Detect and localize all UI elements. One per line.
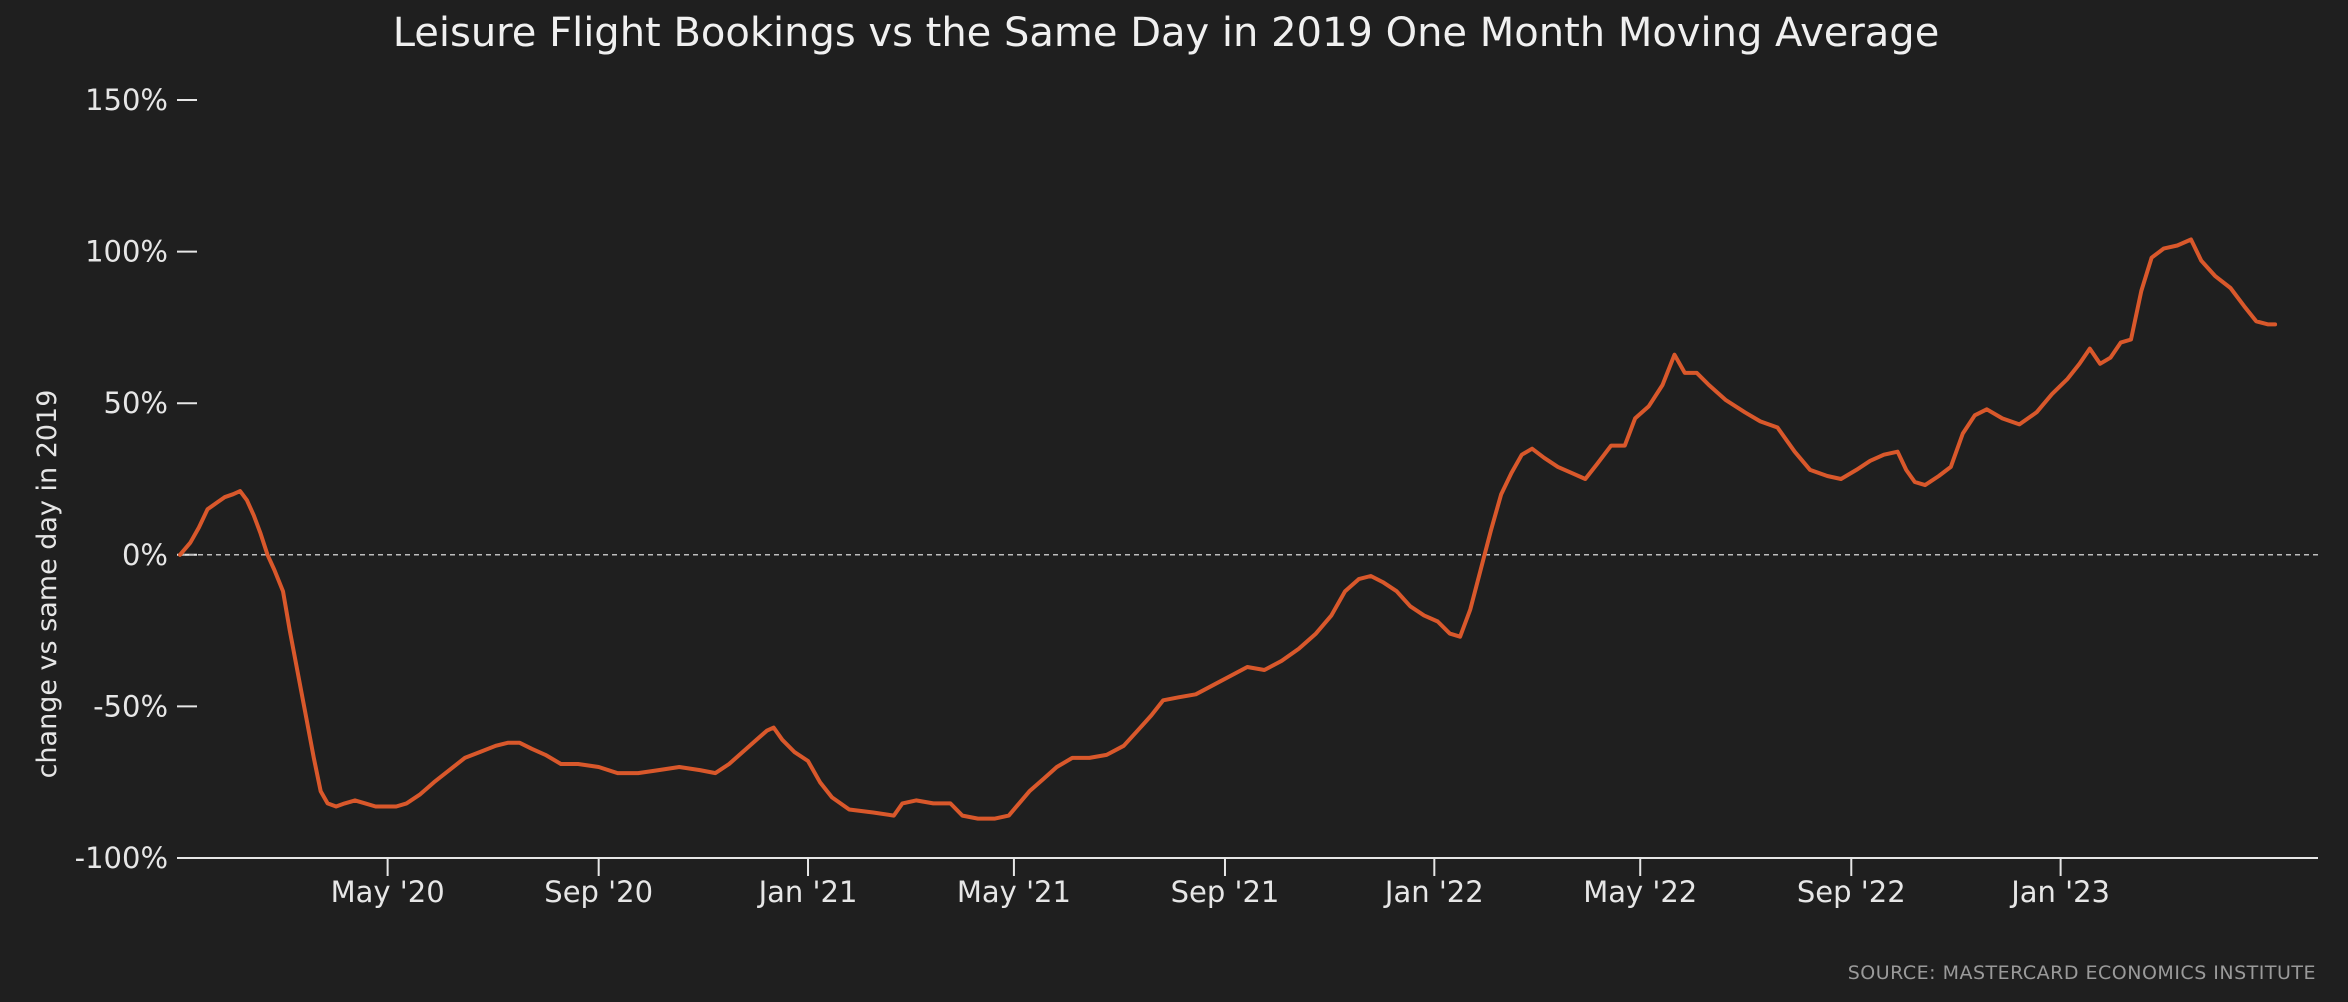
x-tick-label: Jan '21: [757, 875, 858, 909]
y-tick-label: 150%: [85, 83, 168, 117]
source-note: SOURCE: MASTERCARD ECONOMICS INSTITUTE: [1848, 962, 2316, 984]
y-tick-label: 50%: [104, 386, 168, 420]
x-tick-label: Sep '20: [544, 875, 653, 909]
x-tick-label: Sep '21: [1171, 875, 1280, 909]
y-axis: -100% -50% 0% 50% 100% 150%: [75, 83, 2318, 875]
y-tick-label: -50%: [93, 689, 168, 723]
x-tick-label: Jan '22: [1383, 875, 1484, 909]
y-tick-label: 0%: [122, 538, 168, 572]
chart-title: Leisure Flight Bookings vs the Same Day …: [393, 10, 1940, 56]
series-line: [178, 237, 2278, 821]
y-tick-label: 100%: [85, 235, 168, 269]
y-tick-label: -100%: [75, 841, 168, 875]
y-axis-label: change vs same day in 2019: [32, 390, 63, 779]
series-layer: [178, 237, 2278, 821]
x-tick-label: May '21: [957, 875, 1071, 909]
x-axis: May '20 Sep '20 Jan '21 May '21 Sep '21 Jan '…: [180, 857, 2318, 909]
x-tick-label: May '22: [1583, 875, 1697, 909]
x-tick-label: Sep '22: [1797, 875, 1906, 909]
x-tick-label: Jan '23: [2009, 875, 2110, 909]
x-tick-label: May '20: [331, 875, 445, 909]
